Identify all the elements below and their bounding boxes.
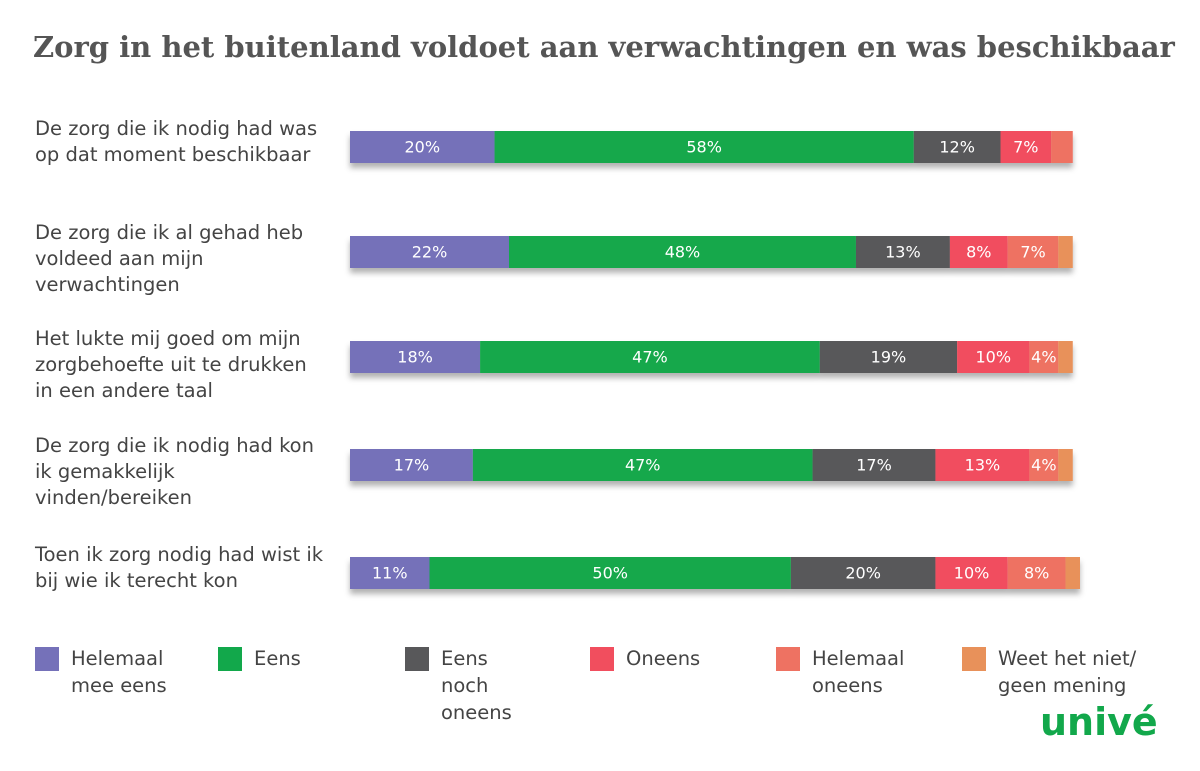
logo: univé [1040, 700, 1158, 744]
data-label: 19% [871, 348, 907, 367]
legend-item: Helemaal mee eens [35, 645, 181, 699]
data-label: 4% [1031, 456, 1056, 475]
bar-segment [812, 449, 936, 481]
question-label: De zorg die ik al gehad heb voldeed aan … [35, 221, 304, 296]
data-label: 4% [1031, 348, 1056, 367]
data-label: 17% [394, 456, 430, 475]
data-label: 47% [632, 348, 668, 367]
bar-segment [472, 449, 813, 481]
bar-segment [935, 449, 1030, 481]
bar-segment [935, 557, 1008, 589]
data-label: 20% [845, 564, 881, 583]
legend-swatch [590, 647, 614, 671]
bar-segment [1065, 557, 1080, 589]
bar-segment [1000, 131, 1052, 163]
legend-swatch [405, 647, 429, 671]
legend-label: Oneens [626, 647, 701, 670]
bar-segment [1007, 236, 1059, 268]
bar-segment [1058, 236, 1073, 268]
legend-item: Weet het niet/ geen mening [962, 645, 1168, 699]
data-label: 20% [404, 138, 440, 157]
bar-segment [1007, 557, 1066, 589]
legend-swatch [35, 647, 59, 671]
data-label: 7% [1013, 138, 1038, 157]
legend-label: Helemaal mee eens [71, 647, 167, 697]
bar-row [350, 341, 1073, 373]
legend-swatch [962, 647, 986, 671]
question-label: De zorg die ik nodig had kon ik gemakkel… [35, 434, 314, 509]
legend-swatch [776, 647, 800, 671]
bar-segment [790, 557, 936, 589]
legend-item: Helemaal oneens [776, 645, 922, 699]
bar-segment [819, 341, 958, 373]
bar-segment [957, 341, 1030, 373]
bar-segment [350, 557, 430, 589]
bar-segment [350, 236, 510, 268]
question-label: De zorg die ik nodig had was op dat mome… [35, 117, 318, 166]
question-label: Het lukte mij goed om mijn zorgbehoefte … [35, 327, 307, 402]
data-label: 10% [954, 564, 990, 583]
bar-segment [1051, 131, 1073, 163]
bar-segment [350, 341, 481, 373]
bar-segment [1058, 449, 1073, 481]
legend-item: Oneens [590, 645, 736, 672]
data-label: 13% [885, 243, 921, 262]
bar-segment [350, 131, 495, 163]
data-label: 11% [372, 564, 408, 583]
legend-label: Eens noch oneens [441, 647, 512, 724]
bar-segment [913, 131, 1001, 163]
bar-segment [1029, 449, 1059, 481]
bar-segment [855, 236, 950, 268]
data-label: 7% [1020, 243, 1045, 262]
bar-segment [350, 449, 473, 481]
data-label: 58% [686, 138, 722, 157]
bar-segment [949, 236, 1008, 268]
data-label: 18% [397, 348, 433, 367]
bar-segment [480, 341, 820, 373]
bar-segment [1029, 341, 1059, 373]
data-label: 8% [966, 243, 991, 262]
chart-title: Zorg in het buitenland voldoet aan verwa… [33, 30, 1175, 64]
legend-label: Eens [254, 647, 301, 670]
legend-label: Helemaal oneens [812, 647, 905, 697]
legend-label: Weet het niet/ geen mening [998, 647, 1137, 697]
data-label: 48% [665, 243, 701, 262]
bar-row [350, 557, 1080, 589]
bar-row [350, 131, 1073, 163]
data-label: 12% [939, 138, 975, 157]
bar-row [350, 449, 1073, 481]
data-label: 47% [625, 456, 661, 475]
bar-segment [429, 557, 791, 589]
bar-segment [494, 131, 914, 163]
data-label: 22% [412, 243, 448, 262]
bar-segment [1058, 341, 1073, 373]
legend-item: Eens [218, 645, 364, 672]
question-label: Toen ik zorg nodig had wist ik bij wie i… [35, 543, 324, 592]
bar-segment [509, 236, 856, 268]
data-label: 8% [1024, 564, 1049, 583]
data-label: 10% [975, 348, 1011, 367]
bar-row [350, 236, 1073, 268]
data-label: 50% [592, 564, 628, 583]
legend-swatch [218, 647, 242, 671]
legend-item: Eens noch oneens [405, 645, 536, 726]
data-label: 17% [856, 456, 892, 475]
data-label: 13% [965, 456, 1001, 475]
